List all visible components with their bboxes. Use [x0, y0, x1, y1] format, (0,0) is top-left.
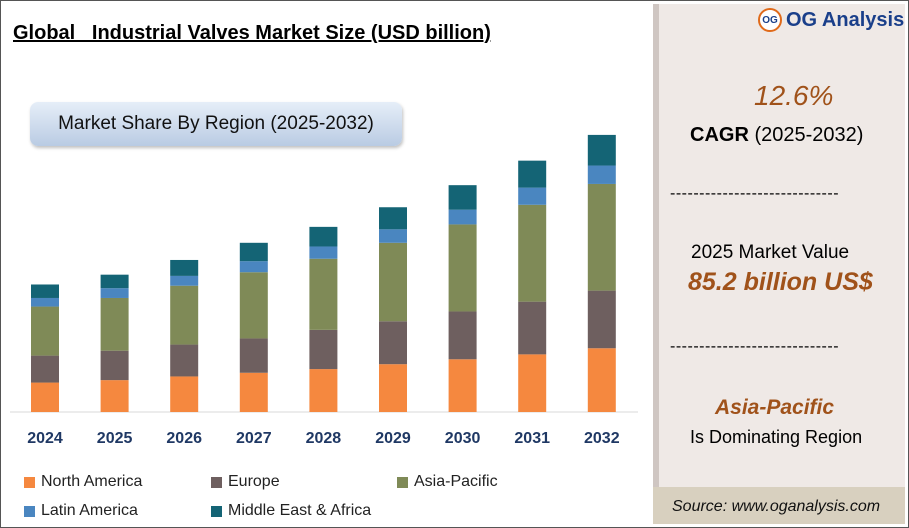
chart-subtitle: Market Share By Region (2025-2032) [30, 102, 402, 146]
logo-mark-icon: OG [758, 8, 782, 32]
x-tick-label: 2025 [97, 430, 133, 447]
bar-segment-2029-asia-pacific [379, 242, 407, 322]
bar-segment-2028-europe [309, 329, 338, 370]
dominating-region: Asia-Pacific [715, 396, 835, 419]
bar-segment-2028-latin-america [309, 246, 338, 259]
cagr-period: (2025-2032) [748, 124, 864, 146]
cagr-label-strong: CAGR [690, 124, 749, 146]
bar-segment-2030-europe [448, 311, 477, 360]
legend-label: Middle East & Africa [228, 502, 372, 519]
bar-segment-2029-north-america [379, 364, 407, 412]
bar-segment-2030-north-america [448, 359, 477, 412]
bar-segment-2031-asia-pacific [518, 204, 547, 302]
bar-segment-2032-europe [587, 290, 616, 349]
legend-swatch [397, 476, 408, 488]
bar-segment-2030-middle-east-africa [448, 185, 477, 210]
bar-segment-2031-middle-east-africa [518, 160, 547, 188]
bar-segment-2027-middle-east-africa [239, 242, 268, 262]
market-value-label: 2025 Market Value [691, 242, 850, 263]
legend-item-north-america: North America [24, 473, 142, 491]
bar-segment-2027-europe [239, 338, 268, 373]
bar-segment-2032-latin-america [587, 165, 616, 184]
bar-chart: 2024 2025 2026 2027 2028 2029 2030 2031 2032 [10, 134, 638, 447]
bar-segment-2026-latin-america [170, 275, 199, 286]
bar-segment-2025-north-america [100, 380, 129, 412]
divider-top: ----------------------------- [670, 185, 840, 202]
bar-segment-2024-latin-america [31, 297, 59, 307]
brand-logo: OG OG Analysis [758, 8, 904, 32]
legend-item-asia-pacific: Asia-Pacific [397, 473, 498, 491]
x-tick-label: 2027 [236, 430, 272, 447]
logo-text: OG Analysis [786, 8, 905, 31]
bar-segment-2026-middle-east-africa [170, 259, 199, 276]
source-bar [653, 487, 905, 524]
bar-segment-2032-middle-east-africa [587, 134, 616, 166]
bar-segment-2025-asia-pacific [100, 297, 129, 351]
bar-segment-2026-europe [170, 344, 199, 377]
bar-segment-2028-north-america [309, 369, 338, 412]
legend-label: Europe [228, 473, 280, 490]
x-tick-label: 2028 [306, 430, 342, 447]
dominating-label: Is Dominating Region [690, 427, 863, 447]
legend-label: Asia-Pacific [414, 473, 498, 490]
bar-segment-2031-latin-america [518, 187, 547, 205]
legend-item-europe: Europe [211, 473, 280, 491]
bar-segment-2032-asia-pacific [587, 183, 616, 291]
stats-panel [653, 4, 905, 524]
bar-segment-2027-north-america [239, 372, 268, 412]
x-tick-label: 2031 [514, 430, 550, 447]
legend-label: Latin America [41, 502, 138, 519]
bar-segment-2029-europe [379, 321, 407, 365]
bar-segment-2027-latin-america [239, 261, 268, 273]
bar-segment-2032-north-america [587, 348, 616, 412]
bar-segment-2025-latin-america [100, 288, 129, 298]
x-tick-label: 2030 [445, 430, 481, 447]
legend-item-latin-america: Latin America [24, 502, 138, 520]
bar-segment-2031-europe [518, 301, 547, 355]
bar-segment-2029-middle-east-africa [379, 207, 407, 230]
bar-segment-2024-asia-pacific [31, 306, 59, 356]
source-text: Source: www.oganalysis.com [672, 498, 881, 515]
bar-segment-2027-asia-pacific [239, 272, 268, 339]
bar-segment-2026-asia-pacific [170, 285, 199, 345]
bar-segment-2024-europe [31, 355, 59, 383]
bar-segment-2026-north-america [170, 376, 199, 412]
bar-segment-2030-asia-pacific [448, 224, 477, 312]
legend-swatch [211, 505, 222, 517]
bar-segment-2024-north-america [31, 382, 59, 412]
bar-segment-2028-middle-east-africa [309, 226, 338, 247]
chart-title: Global Industrial Valves Market Size (US… [13, 22, 491, 44]
x-tick-label: 2032 [584, 430, 620, 447]
bar-segment-2025-middle-east-africa [100, 274, 129, 289]
x-tick-label: 2029 [375, 430, 411, 447]
legend-swatch [24, 505, 35, 517]
market-value: 85.2 billion US$ [688, 268, 873, 296]
x-tick-label: 2024 [27, 430, 63, 447]
cagr-value: 12.6% [754, 80, 834, 111]
bar-segment-2030-latin-america [448, 209, 477, 225]
legend-swatch [211, 476, 222, 488]
bar-segment-2031-north-america [518, 354, 547, 412]
bar-segment-2029-latin-america [379, 229, 407, 243]
bar-segment-2028-asia-pacific [309, 258, 338, 330]
cagr-label: CAGR (2025-2032) [690, 124, 863, 147]
divider-bottom: ----------------------------- [670, 338, 840, 355]
bar-segment-2025-europe [100, 350, 129, 381]
legend-label: North America [41, 473, 143, 490]
legend-swatch [24, 476, 35, 488]
bar-segment-2024-middle-east-africa [31, 284, 59, 298]
x-tick-label: 2026 [166, 430, 202, 447]
legend-item-middle-east-africa: Middle East & Africa [211, 502, 371, 520]
